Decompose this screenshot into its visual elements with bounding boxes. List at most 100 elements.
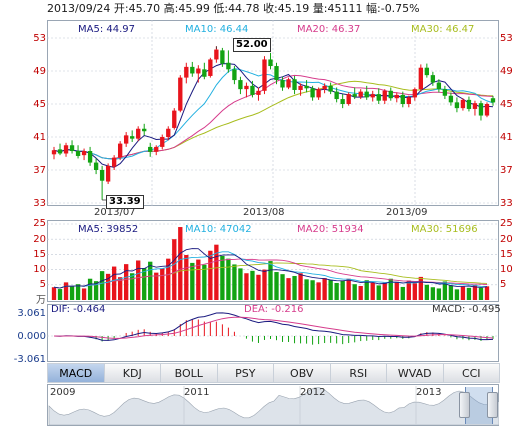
macd-tick: -3.061 xyxy=(13,354,46,365)
tab-rsi[interactable]: RSI xyxy=(329,363,387,383)
header-date: 2013/09/24 xyxy=(47,2,111,15)
volume-bar xyxy=(130,273,135,300)
volume-bar xyxy=(69,286,75,300)
candle-body xyxy=(178,77,183,111)
volume-bar xyxy=(51,287,57,300)
candle-body xyxy=(304,85,309,89)
tab-psy[interactable]: PSY xyxy=(216,363,274,383)
volume-bar xyxy=(328,279,333,300)
candle-body xyxy=(298,85,303,90)
candle-body xyxy=(406,97,411,104)
candle-body xyxy=(166,128,171,137)
candle-body xyxy=(292,79,297,90)
volume-bar xyxy=(412,283,417,300)
macd-tick: 3.061 xyxy=(17,308,46,319)
navigator-right-handle[interactable] xyxy=(487,392,498,418)
candle-body xyxy=(346,94,351,104)
header-volume-label: 量: xyxy=(312,2,328,15)
vol-tick-right: 10 xyxy=(500,264,513,275)
candle-body xyxy=(466,99,472,109)
header-volume: 45111 xyxy=(327,2,363,15)
vol-tick-right: 5 xyxy=(500,279,507,290)
nav-year-label: 2011 xyxy=(184,387,210,398)
volume-bar xyxy=(63,282,69,300)
header-close-label: 收: xyxy=(263,2,278,15)
candle-body xyxy=(322,85,327,90)
tab-boll[interactable]: BOLL xyxy=(160,363,218,383)
candle-body xyxy=(63,145,69,154)
candle-body xyxy=(75,151,81,156)
price-tick-left: 53 xyxy=(33,33,46,44)
header-change: -0.75% xyxy=(380,2,420,15)
volume-bar xyxy=(430,287,436,300)
volume-bar xyxy=(322,278,327,300)
candle-body xyxy=(226,62,231,70)
header-low-label: 低: xyxy=(213,2,229,15)
tab-cci[interactable]: CCI xyxy=(442,363,500,383)
tab-macd[interactable]: MACD xyxy=(47,363,105,383)
volume-bar xyxy=(436,288,442,300)
navigator-area xyxy=(48,387,499,426)
volume-bar xyxy=(376,285,381,300)
dea-line xyxy=(53,316,494,339)
candle-body xyxy=(81,151,87,156)
tab-kdj[interactable]: KDJ xyxy=(103,363,161,383)
volume-panel xyxy=(47,220,499,302)
vol-tick-right: 20 xyxy=(500,234,513,245)
candle-body xyxy=(424,67,430,76)
volume-bar xyxy=(304,279,309,300)
candle-body xyxy=(244,85,249,90)
vol-tick-right: 25 xyxy=(500,218,513,229)
candle-body xyxy=(220,50,225,64)
price-tick-left: 41 xyxy=(33,132,46,143)
volume-bar xyxy=(316,282,321,300)
candle-body xyxy=(400,94,405,104)
price-tick-left: 37 xyxy=(33,165,46,176)
volume-bar xyxy=(310,280,315,300)
date-tick: 2013/09 xyxy=(386,207,428,218)
volume-bar xyxy=(148,261,153,300)
vol-ma10-line xyxy=(53,251,488,289)
candle-body xyxy=(418,67,423,90)
candle-body xyxy=(202,69,207,77)
volume-bar xyxy=(346,278,351,300)
candle-body xyxy=(382,90,387,101)
tab-wvad[interactable]: WVAD xyxy=(386,363,444,383)
candle-body xyxy=(412,89,417,98)
candle-body xyxy=(376,94,381,101)
volume-bar xyxy=(136,260,141,300)
volume-bar xyxy=(111,266,117,300)
volume-bar xyxy=(424,284,430,300)
candle-body xyxy=(448,95,454,103)
vol-ma20-line xyxy=(53,258,488,289)
candle-body xyxy=(472,103,478,109)
vol-tick-left: 5 xyxy=(39,279,46,290)
volume-bar xyxy=(382,282,387,300)
volume-bar xyxy=(142,268,147,300)
candle-body xyxy=(99,170,105,181)
volume-bar xyxy=(466,287,472,300)
price-tick-left: 49 xyxy=(33,66,46,77)
volume-bar xyxy=(352,284,357,300)
candle-body xyxy=(436,82,442,90)
dea-legend: DEA: -0.216 xyxy=(244,304,304,315)
nav-year-label: 2013 xyxy=(416,387,442,398)
candle-body xyxy=(454,102,460,109)
volume-bar xyxy=(172,239,177,300)
price-tick-right: 49 xyxy=(500,66,513,77)
candle-body xyxy=(358,91,363,97)
candle-body xyxy=(69,145,75,152)
price-tick-right: 33 xyxy=(500,198,513,209)
navigator-left-handle[interactable] xyxy=(459,392,470,418)
volume-bar xyxy=(196,259,201,300)
volume-bar xyxy=(87,278,93,300)
volume-bar xyxy=(394,281,399,300)
volume-bar xyxy=(220,255,225,300)
tab-obv[interactable]: OBV xyxy=(273,363,331,383)
candle-body xyxy=(232,69,237,81)
volume-bar xyxy=(226,258,231,300)
nav-year-label: 2009 xyxy=(50,387,76,398)
volume-bar xyxy=(364,280,369,300)
volume-bar xyxy=(334,282,339,300)
vol-tick-right: 15 xyxy=(500,249,513,260)
